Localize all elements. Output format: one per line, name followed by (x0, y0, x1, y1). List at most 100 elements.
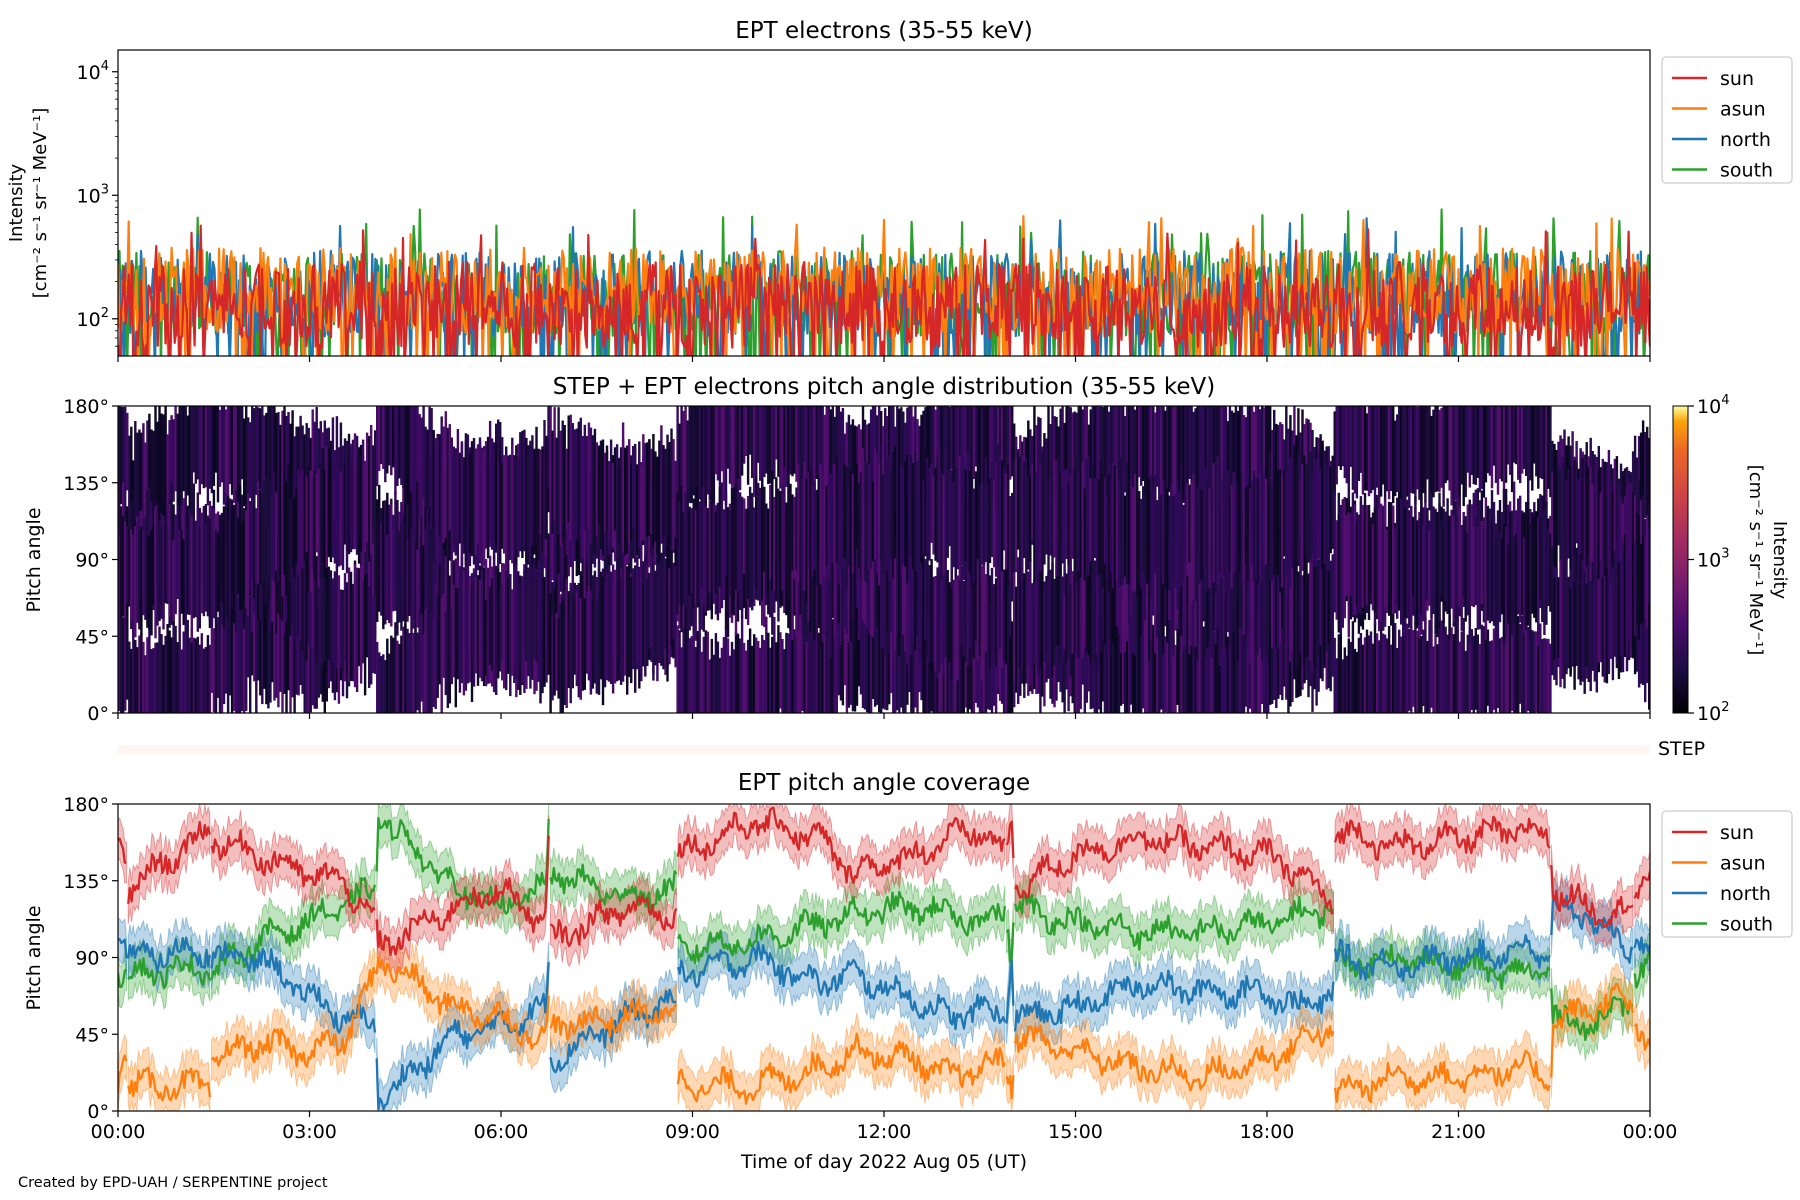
heatmap-cell (1462, 406, 1465, 507)
heatmap-cell (1345, 514, 1349, 596)
heatmap-cell (803, 631, 806, 713)
heatmap-cell (458, 566, 462, 693)
heatmap-cell (224, 507, 228, 619)
heatmap-cell (283, 531, 286, 634)
heatmap-cell (245, 510, 248, 609)
heatmap-cell (488, 587, 492, 665)
heatmap-cell (579, 417, 583, 545)
heatmap-cell (1464, 406, 1467, 498)
heatmap-cell (819, 526, 822, 648)
heatmap-cell (1341, 499, 1345, 628)
heatmap-cell (742, 498, 746, 575)
heatmap-cell (553, 492, 556, 589)
heatmap-cell (315, 556, 318, 663)
heatmap-cell (1434, 509, 1437, 635)
heatmap-cell (1281, 475, 1284, 588)
heatmap-cell (1252, 411, 1256, 510)
heatmap-cell (1212, 406, 1216, 497)
heatmap-cell (970, 462, 974, 589)
heatmap-cell (1136, 627, 1139, 713)
heatmap-cell (251, 492, 254, 581)
heatmap-cell (1609, 582, 1613, 659)
heatmap-cell (1535, 511, 1538, 623)
heatmap-cell (124, 521, 127, 618)
heatmap-cell (549, 406, 552, 523)
heatmap-cell (1129, 406, 1133, 490)
heatmap-cell (1190, 616, 1193, 713)
heatmap-cell (676, 491, 679, 615)
heatmap-cell (1218, 537, 1222, 667)
heatmap-cell (902, 467, 905, 565)
heatmap-cell (1527, 501, 1530, 626)
heatmap-cell (1166, 406, 1169, 496)
heatmap-cell (761, 478, 764, 601)
heatmap-cell (890, 546, 893, 632)
heatmap-cell (424, 426, 427, 507)
heatmap-cell (1422, 525, 1425, 622)
heatmap-cell (626, 445, 629, 554)
heatmap-cell (617, 467, 621, 545)
heatmap-cell (1355, 651, 1359, 713)
heatmap-cell (700, 651, 704, 713)
heatmap-cell (1224, 406, 1228, 503)
heatmap-cell (694, 406, 697, 520)
heatmap-cell (924, 407, 927, 487)
heatmap-cell (896, 459, 899, 566)
heatmap-cell (313, 604, 316, 709)
heatmap-cell (243, 519, 246, 599)
heatmap-cell (1420, 496, 1423, 615)
heatmap-cell (1478, 644, 1482, 713)
heatmap-cell (575, 592, 579, 680)
heatmap-cell (740, 615, 744, 713)
heatmap-cell (1333, 637, 1336, 713)
heatmap-cell (1037, 554, 1040, 674)
heatmap-cell (289, 596, 292, 713)
heatmap-cell (1039, 464, 1042, 571)
heatmap-cell (1430, 415, 1433, 494)
heatmap-cell (1174, 644, 1177, 713)
heatmap-cell (1329, 560, 1332, 653)
heatmap-cell (345, 588, 349, 675)
heatmap-cell (680, 406, 683, 505)
heatmap-cell (357, 447, 361, 535)
heatmap-cell (994, 620, 998, 713)
heatmap-cell (880, 607, 883, 713)
heatmap-cell (1170, 551, 1173, 644)
heatmap-cell (305, 476, 308, 553)
heatmap-cell (234, 604, 238, 713)
heatmap-cell (674, 460, 677, 538)
heatmap-cell (1498, 406, 1502, 479)
heatmap-cell (440, 597, 443, 713)
heatmap-cell (1510, 514, 1514, 635)
heatmap-cell (309, 592, 312, 713)
heatmap-cell (396, 406, 399, 486)
heatmap-cell (1059, 471, 1062, 578)
heatmap-cell (861, 448, 865, 569)
heatmap-cell (1228, 617, 1232, 713)
heatmap-cell (1285, 406, 1288, 518)
x-tick-label: 15:00 (1048, 1121, 1103, 1143)
heatmap-cell (236, 591, 240, 713)
heatmap-cell (1301, 463, 1304, 571)
heatmap-cell (273, 470, 276, 583)
heatmap-cell (829, 530, 833, 658)
heatmap-cell (1180, 406, 1183, 493)
heatmap-cell (416, 632, 419, 711)
heatmap-cell (446, 427, 450, 535)
heatmap-cell (849, 598, 853, 705)
heatmap-cell (1220, 539, 1224, 649)
heatmap-cell (688, 406, 691, 504)
heatmap-cell (1053, 578, 1056, 666)
heatmap-cell (819, 406, 822, 495)
heatmap-cell (982, 406, 986, 486)
panel1-title: EPT electrons (35-55 keV) (735, 18, 1032, 44)
heatmap-cell (174, 406, 177, 492)
heatmap-cell (1482, 527, 1486, 623)
heatmap-cell (1035, 563, 1038, 668)
heatmap-cell (904, 461, 907, 567)
heatmap-cell (553, 618, 556, 696)
step-label: STEP (1658, 738, 1705, 760)
heatmap-cell (952, 482, 955, 568)
heatmap-cell (1359, 496, 1363, 615)
heatmap-cell (1214, 618, 1218, 713)
